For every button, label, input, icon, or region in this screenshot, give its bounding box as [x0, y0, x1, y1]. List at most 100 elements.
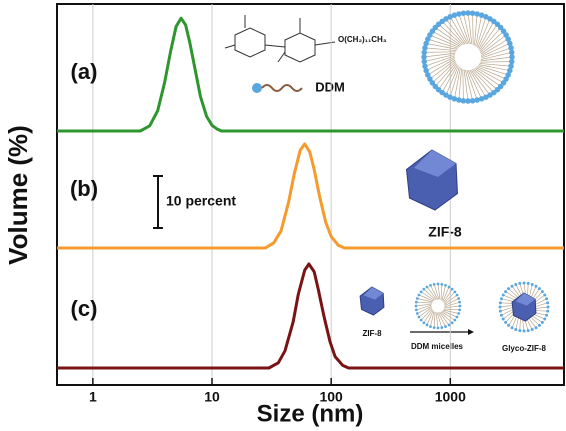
x-tick-label: 10 [204, 389, 220, 405]
micelle-head [456, 97, 462, 103]
micelle-head [546, 309, 550, 313]
micelle-head [436, 326, 440, 330]
micelle-head [450, 287, 454, 291]
micelle-tail [437, 283, 441, 300]
micelle-tail [445, 65, 459, 96]
micelle-head [483, 14, 489, 20]
micelle-head [505, 72, 511, 78]
micelle-head [509, 49, 515, 56]
micelle-tail [429, 34, 460, 48]
arrow-head [468, 329, 474, 335]
micelle-tail [441, 285, 446, 301]
micelle-tail [474, 13, 478, 46]
micelle-tail [478, 21, 495, 50]
micelle-head [498, 309, 502, 313]
line [57, 16, 564, 133]
micelle-head [474, 11, 480, 17]
micelle-head [530, 282, 534, 286]
micelle-tail [433, 311, 436, 328]
micelle-tail [472, 69, 495, 93]
micelle-head [498, 305, 502, 309]
micelle-head [504, 320, 508, 324]
micelle-head [543, 317, 547, 321]
micelle-head [456, 11, 462, 17]
micelle-head [425, 285, 429, 289]
micelle-head [510, 326, 514, 330]
micelle-tail [480, 34, 507, 55]
micelle-head [429, 283, 432, 287]
micelle-head [537, 323, 541, 327]
micelle-tail [432, 30, 461, 47]
micelle-tail [439, 312, 450, 326]
micelle-tail [444, 305, 461, 309]
micelle-tail [476, 16, 487, 48]
micelle-tail [465, 69, 473, 101]
micelle-tail [427, 38, 459, 49]
micelle-head [545, 297, 549, 301]
micelle-tail [426, 286, 437, 300]
micelle-tail [435, 312, 439, 329]
micelle-head [429, 325, 432, 329]
micelle-tail [420, 291, 435, 301]
micelle-head [457, 312, 461, 315]
micelle-tail [444, 301, 460, 308]
micelle-head [421, 54, 427, 60]
micelle-tail [423, 288, 436, 301]
micelle-head [507, 287, 511, 291]
micelle-head [505, 36, 511, 42]
micelle-tail [426, 310, 434, 326]
micelle-head [522, 329, 526, 333]
micelle-head [422, 321, 426, 325]
micelle [414, 282, 462, 330]
micelle-tail [478, 64, 510, 71]
series-label: (c) [71, 296, 98, 321]
micelle-tail [438, 24, 463, 46]
micelle-head [425, 36, 431, 42]
micelle-tail [467, 12, 473, 45]
micelle-head [451, 12, 458, 18]
micelle-head [447, 285, 451, 289]
micelle-head [545, 313, 549, 317]
micelle-head [498, 301, 502, 305]
micelle-head [534, 284, 538, 288]
micelle-tail [480, 38, 509, 56]
micelle-head [460, 98, 467, 104]
micelle-head [450, 321, 454, 325]
micelle-tail [423, 309, 433, 324]
y-axis-label: Volume (%) [3, 125, 33, 265]
micelle-head [423, 40, 429, 47]
micelle-head [444, 325, 447, 329]
micelle-tail [476, 66, 507, 80]
micelle-tail [418, 294, 434, 302]
micelle-head [455, 293, 459, 297]
micelle-tail [424, 54, 456, 62]
series-label: (a) [71, 59, 98, 84]
micelle-head [499, 297, 503, 301]
micelle-head [432, 282, 436, 286]
micelle-tail [477, 65, 509, 76]
micelle-head [414, 308, 418, 312]
micelle-tail [441, 21, 464, 45]
scale-bar-label: 10 percent [166, 193, 236, 209]
micelle-head [469, 10, 476, 16]
micelle-tail [469, 69, 487, 98]
micelle-tail [436, 312, 443, 328]
micelle-tail [427, 58, 456, 76]
micelle-head [483, 94, 489, 100]
micelle-head [514, 282, 518, 286]
micelle-tail [417, 298, 433, 303]
micelle-head [518, 329, 522, 333]
micelle-tail [479, 63, 512, 67]
micelle-head [507, 67, 513, 74]
micelle-tail [443, 291, 456, 304]
micelle-head [427, 76, 433, 82]
micelle-head [419, 318, 423, 322]
micelle-tail [466, 70, 478, 101]
micelle-head [526, 281, 530, 285]
x-tick-label: 1000 [435, 389, 466, 405]
molecule-label: O(CH₂)₁₁CH₃ [338, 35, 387, 44]
micelle-tail [443, 288, 453, 303]
micelle-head [465, 98, 471, 104]
micelle-head [508, 45, 514, 51]
